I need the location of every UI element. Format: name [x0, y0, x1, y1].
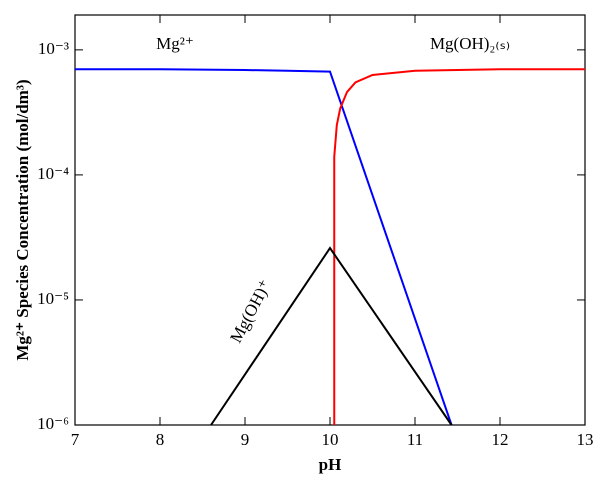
x-tick-label: 7 [71, 430, 80, 449]
y-tick-label: 10⁻⁵ [37, 289, 69, 308]
series-line [210, 246, 453, 426]
y-tick-label: 10⁻⁴ [37, 164, 69, 183]
x-tick-label: 13 [577, 430, 594, 449]
series-label: Mg(OH)₂₍ₛ₎ [430, 34, 510, 53]
x-axis-title: pH [319, 455, 342, 474]
series-line [333, 68, 585, 425]
plot-frame [74, 14, 586, 426]
x-tick-label: 10 [322, 430, 339, 449]
x-tick-label: 9 [241, 430, 250, 449]
x-tick-label: 8 [156, 430, 165, 449]
x-tick-label: 12 [492, 430, 509, 449]
y-tick-label: 10⁻³ [38, 39, 69, 58]
series-line [75, 68, 453, 426]
x-tick-label: 11 [407, 430, 423, 449]
series-label: Mg²⁺ [156, 34, 194, 53]
y-tick-label: 10⁻⁶ [37, 414, 69, 433]
y-axis-title: Mg²⁺ Species Concentration (mol/dm³) [13, 79, 32, 360]
series-label: Mg(OH)⁺ [226, 277, 275, 346]
